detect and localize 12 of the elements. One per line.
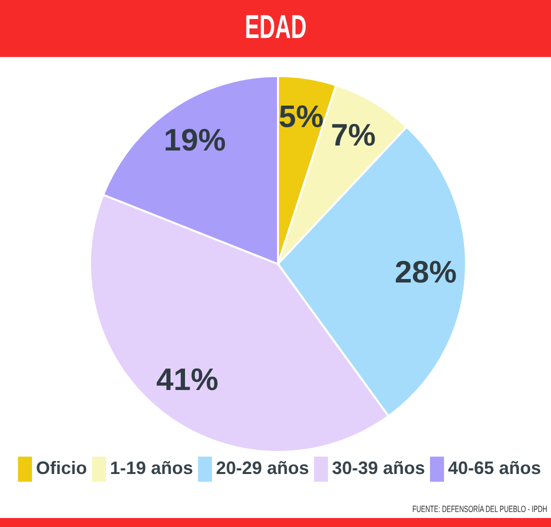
data-label: 7% (330, 118, 376, 153)
legend-label: 40-65 años (448, 458, 542, 478)
chart-title: EDAD (244, 8, 306, 46)
data-label: 19% (164, 122, 226, 158)
data-label: 5% (278, 98, 324, 134)
legend-label: 20-29 años (216, 458, 310, 478)
legend-label: 30-39 años (332, 458, 426, 478)
source-note: FUENTE: DEFENSORÍA DEL PUEBLO - IPDH (412, 504, 547, 514)
legend-label: 1-19 años (110, 458, 194, 478)
data-label: 28% (394, 254, 457, 290)
legend-label: Oficio (36, 458, 88, 478)
data-label: 41% (156, 362, 218, 397)
